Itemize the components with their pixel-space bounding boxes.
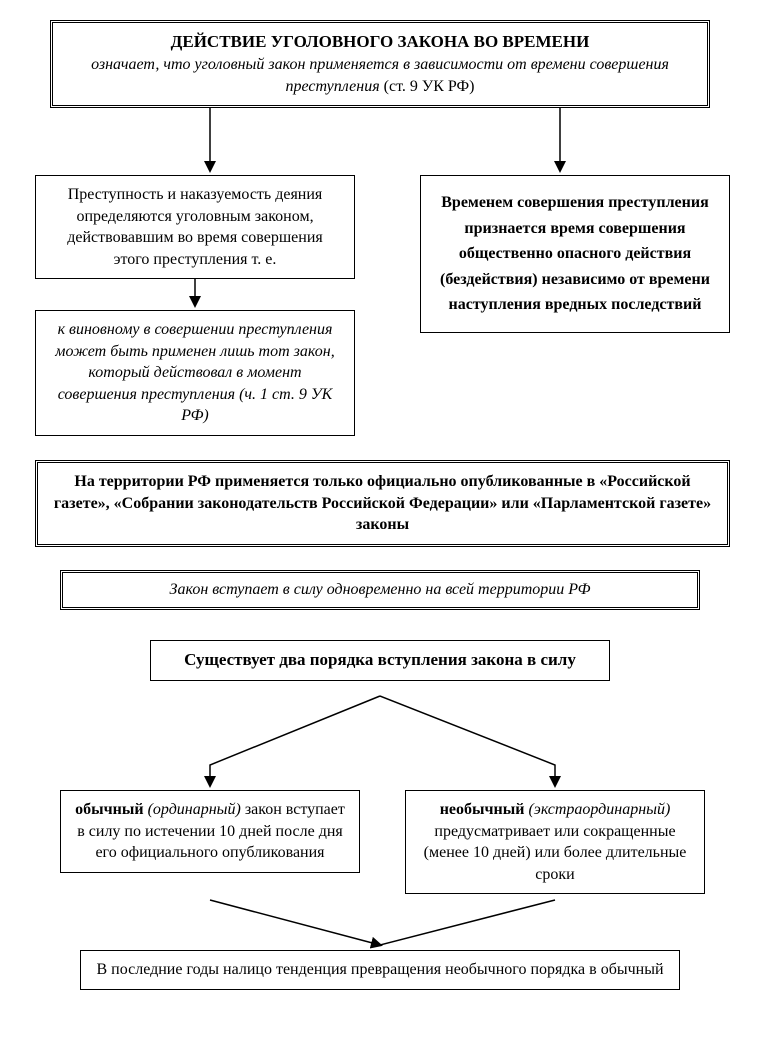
- box-left2: к виновному в совершении преступления мо…: [35, 310, 355, 436]
- box-bottom-left-text: обычный (ординарный) закон вступает в си…: [75, 801, 345, 861]
- box-left2-text: к виновному в совершении преступления мо…: [55, 321, 334, 424]
- box-wide2: Закон вступает в силу одновременно на вс…: [60, 570, 700, 610]
- title-box: ДЕЙСТВИЕ УГОЛОВНОГО ЗАКОНА ВО ВРЕМЕНИ оз…: [50, 20, 710, 108]
- title-sub-plain: (ст. 9 УК РФ): [380, 78, 475, 95]
- box-header2-text: Существует два порядка вступления закона…: [184, 650, 576, 669]
- diagram-container: ДЕЙСТВИЕ УГОЛОВНОГО ЗАКОНА ВО ВРЕМЕНИ оз…: [20, 20, 741, 1025]
- box-wide2-text: Закон вступает в силу одновременно на вс…: [170, 581, 591, 598]
- title-main: ДЕЙСТВИЕ УГОЛОВНОГО ЗАКОНА ВО ВРЕМЕНИ: [65, 31, 695, 54]
- box-left1-text: Преступность и наказуемость деяния опред…: [67, 186, 323, 268]
- box-header2: Существует два порядка вступления закона…: [150, 640, 610, 681]
- box-right1: Временем совершения преступления признае…: [420, 175, 730, 333]
- box-bottom-right: необычный (экстраординарный) предусматри…: [405, 790, 705, 894]
- box-wide1-text: На территории РФ применяется только офиц…: [54, 473, 711, 533]
- box-conclusion: В последние годы налицо тенденция превра…: [80, 950, 680, 990]
- box-bottom-right-text: необычный (экстраординарный) предусматри…: [424, 801, 687, 883]
- box-left1: Преступность и наказуемость деяния опред…: [35, 175, 355, 279]
- box-right1-text: Временем совершения преступления признае…: [440, 194, 710, 313]
- box-conclusion-text: В последние годы налицо тенденция превра…: [96, 961, 663, 978]
- box-wide1: На территории РФ применяется только офиц…: [35, 460, 730, 547]
- box-bottom-left: обычный (ординарный) закон вступает в си…: [60, 790, 360, 873]
